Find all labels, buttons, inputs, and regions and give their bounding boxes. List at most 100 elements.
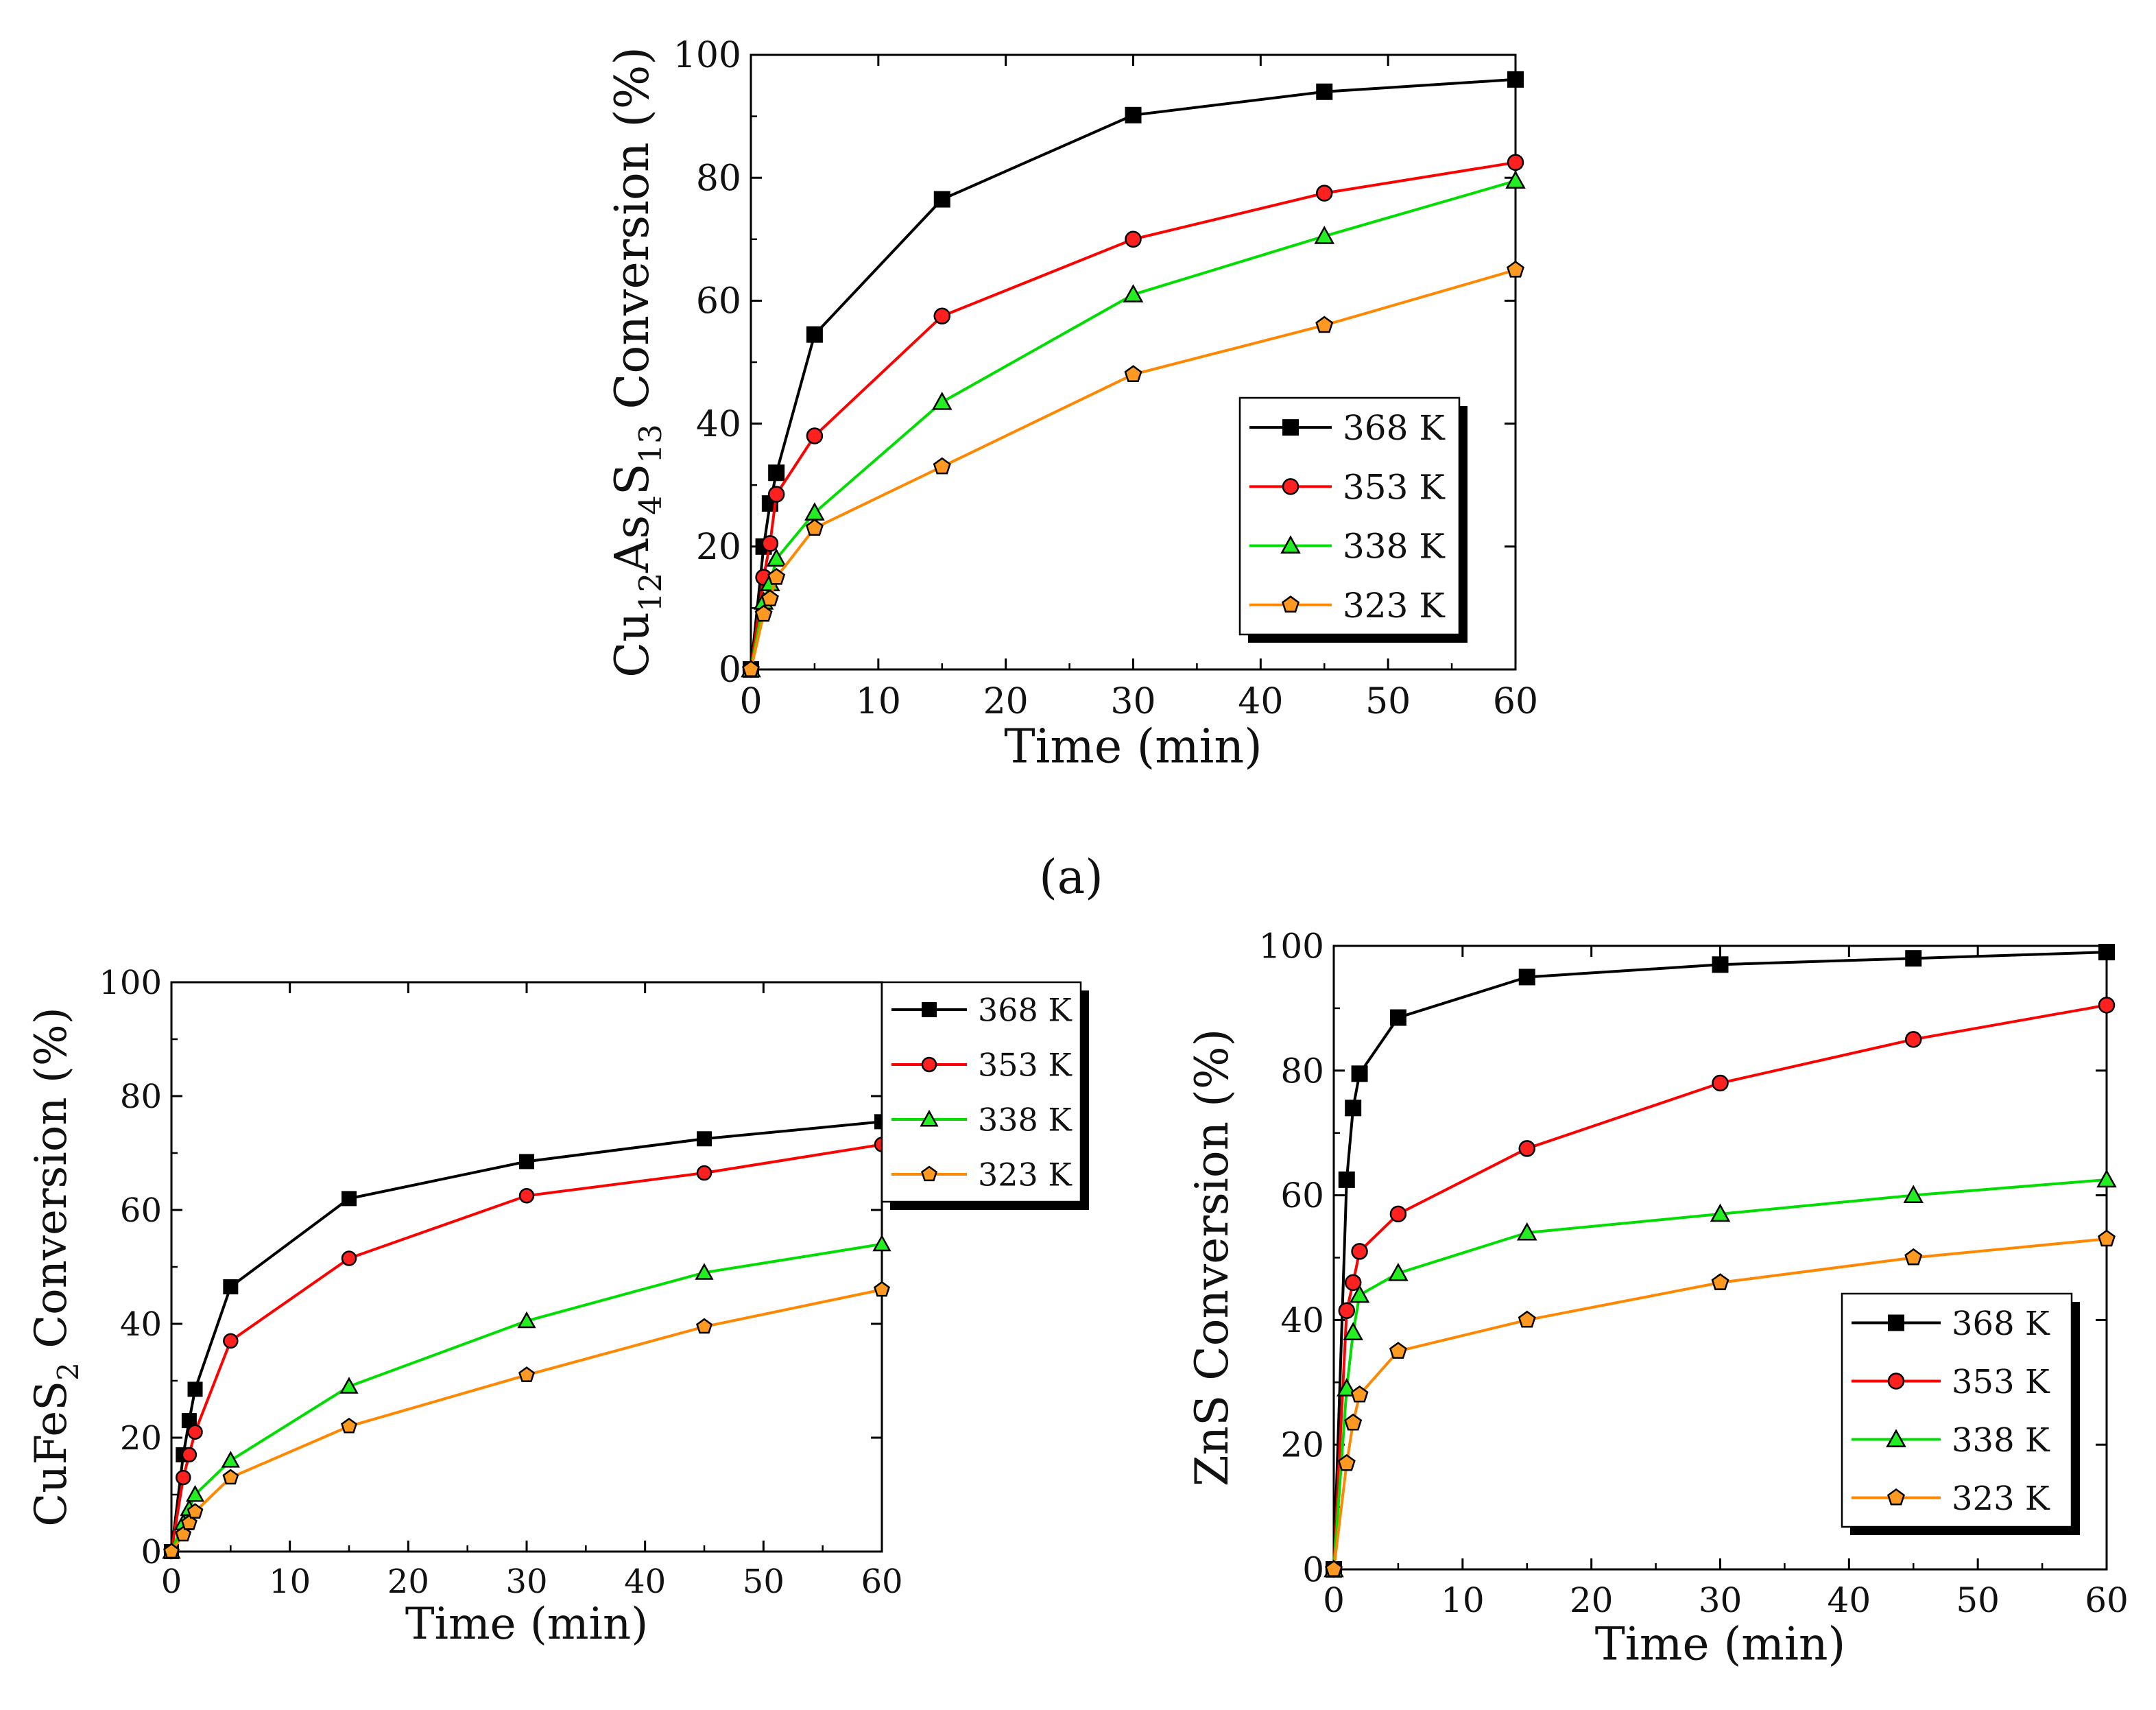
legend-label: 338 K	[1952, 1421, 2050, 1460]
y-tick-label: 20	[1280, 1425, 1324, 1465]
data-point	[697, 1131, 712, 1147]
legend: 368 K 353 K 338 K 323 K	[1841, 1292, 2080, 1535]
chart-b-cufes2: 0 10 20 30 40 50 60 0 20 40 60 80 100 Time (min) CuFeS…	[26, 964, 1089, 1650]
data-point	[1344, 1274, 1362, 1292]
data-point	[1337, 1453, 1356, 1471]
data-point	[339, 1377, 359, 1394]
data-point	[760, 589, 779, 606]
legend-label: 353 K	[1343, 467, 1446, 507]
data-point	[1389, 1205, 1407, 1223]
series-353-k	[163, 1137, 890, 1560]
data-point	[1712, 956, 1729, 973]
legend-marker	[1282, 419, 1299, 436]
series-323-k	[1325, 1229, 2116, 1578]
x-tick-label: 10	[856, 681, 901, 722]
data-point	[1711, 1273, 1729, 1290]
legend-label: 338 K	[1343, 527, 1446, 567]
data-point	[806, 427, 824, 444]
data-point	[2098, 997, 2116, 1014]
data-point	[518, 1188, 535, 1204]
data-point	[176, 1469, 191, 1486]
x-tick-label: 20	[983, 681, 1029, 722]
data-point	[341, 1250, 357, 1266]
data-point	[1516, 1222, 1537, 1241]
data-point	[1338, 1302, 1356, 1320]
data-point	[766, 548, 787, 567]
data-point	[1518, 1140, 1535, 1157]
x-axis-label: Time (min)	[1595, 1617, 1845, 1670]
legend-label: 323 K	[1343, 586, 1446, 626]
legend-marker	[922, 1002, 937, 1017]
x-tick-label: 60	[861, 1563, 902, 1601]
data-point	[1351, 1243, 1368, 1260]
x-tick-label: 40	[1238, 681, 1283, 722]
data-point	[185, 1484, 205, 1502]
panel-label-a: (a)	[1039, 851, 1103, 905]
data-point	[1125, 230, 1142, 248]
y-tick-label: 80	[1280, 1051, 1324, 1091]
x-tick-label: 40	[624, 1563, 666, 1601]
data-point	[1518, 969, 1535, 986]
x-axis-label: Time (min)	[1004, 720, 1262, 774]
x-tick-label: 60	[1493, 681, 1538, 722]
x-tick-label: 0	[161, 1563, 182, 1601]
data-point	[181, 1447, 197, 1463]
data-point	[1518, 1310, 1536, 1328]
data-point	[1505, 170, 1526, 189]
y-tick-label: 40	[120, 1305, 162, 1344]
data-point	[223, 1333, 239, 1349]
data-point	[1349, 1284, 1370, 1303]
x-tick-label: 20	[387, 1563, 429, 1601]
data-point	[163, 1543, 180, 1559]
legend-label: 323 K	[978, 1156, 1073, 1194]
y-tick-label: 0	[1302, 1550, 1324, 1590]
data-point	[1316, 83, 1333, 100]
data-point	[1905, 950, 1922, 967]
y-axis-label: ZnS Conversion (%)	[1186, 1029, 1238, 1487]
data-point	[1338, 1171, 1355, 1188]
data-point	[872, 1234, 891, 1252]
legend-marker	[1280, 535, 1301, 554]
data-point	[1314, 226, 1335, 244]
series-line	[170, 1242, 883, 1552]
data-point	[696, 1318, 712, 1334]
series-323-k	[742, 260, 1524, 678]
x-tick-label: 30	[505, 1563, 547, 1601]
data-point	[1389, 1009, 1406, 1026]
data-point	[1350, 1385, 1369, 1403]
data-point	[187, 1503, 204, 1519]
x-tick-label: 10	[1441, 1580, 1485, 1620]
data-point	[1351, 1065, 1368, 1082]
x-axis-label: Time (min)	[405, 1599, 648, 1650]
legend-marker	[920, 1109, 939, 1127]
legend-label: 353 K	[1952, 1363, 2050, 1401]
x-tick-label: 0	[1323, 1580, 1345, 1620]
data-point	[933, 457, 951, 475]
data-point	[2096, 1169, 2117, 1188]
data-point	[1712, 1074, 1729, 1092]
plot-frame	[170, 981, 883, 1553]
legend-marker	[1887, 1488, 1905, 1506]
data-point	[2098, 1229, 2116, 1247]
legend-label: 368 K	[1952, 1305, 2050, 1343]
data-point	[518, 1366, 535, 1382]
y-axis-label: CuFeS2 Conversion (%)	[26, 1007, 85, 1526]
x-tick-label: 0	[739, 681, 762, 722]
series-353-k	[1325, 997, 2116, 1578]
data-point	[933, 307, 950, 325]
data-point	[222, 1469, 239, 1485]
legend-label: 323 K	[1952, 1480, 2050, 1518]
data-point	[1710, 1203, 1731, 1222]
legend-box	[1238, 396, 1461, 636]
legend-marker	[921, 1056, 937, 1073]
y-tick-label: 40	[1280, 1301, 1324, 1340]
y-axis-label: Cu12As4S13 Conversion (%)	[606, 47, 669, 678]
data-point	[696, 1165, 712, 1181]
legend-marker	[1282, 595, 1299, 613]
y-tick-label: 100	[99, 964, 162, 1002]
x-tick-label: 60	[2085, 1580, 2129, 1620]
data-point	[1125, 106, 1142, 123]
legend-label: 368 K	[978, 992, 1073, 1029]
legend-marker	[1886, 1429, 1906, 1447]
data-point	[1389, 1342, 1407, 1359]
